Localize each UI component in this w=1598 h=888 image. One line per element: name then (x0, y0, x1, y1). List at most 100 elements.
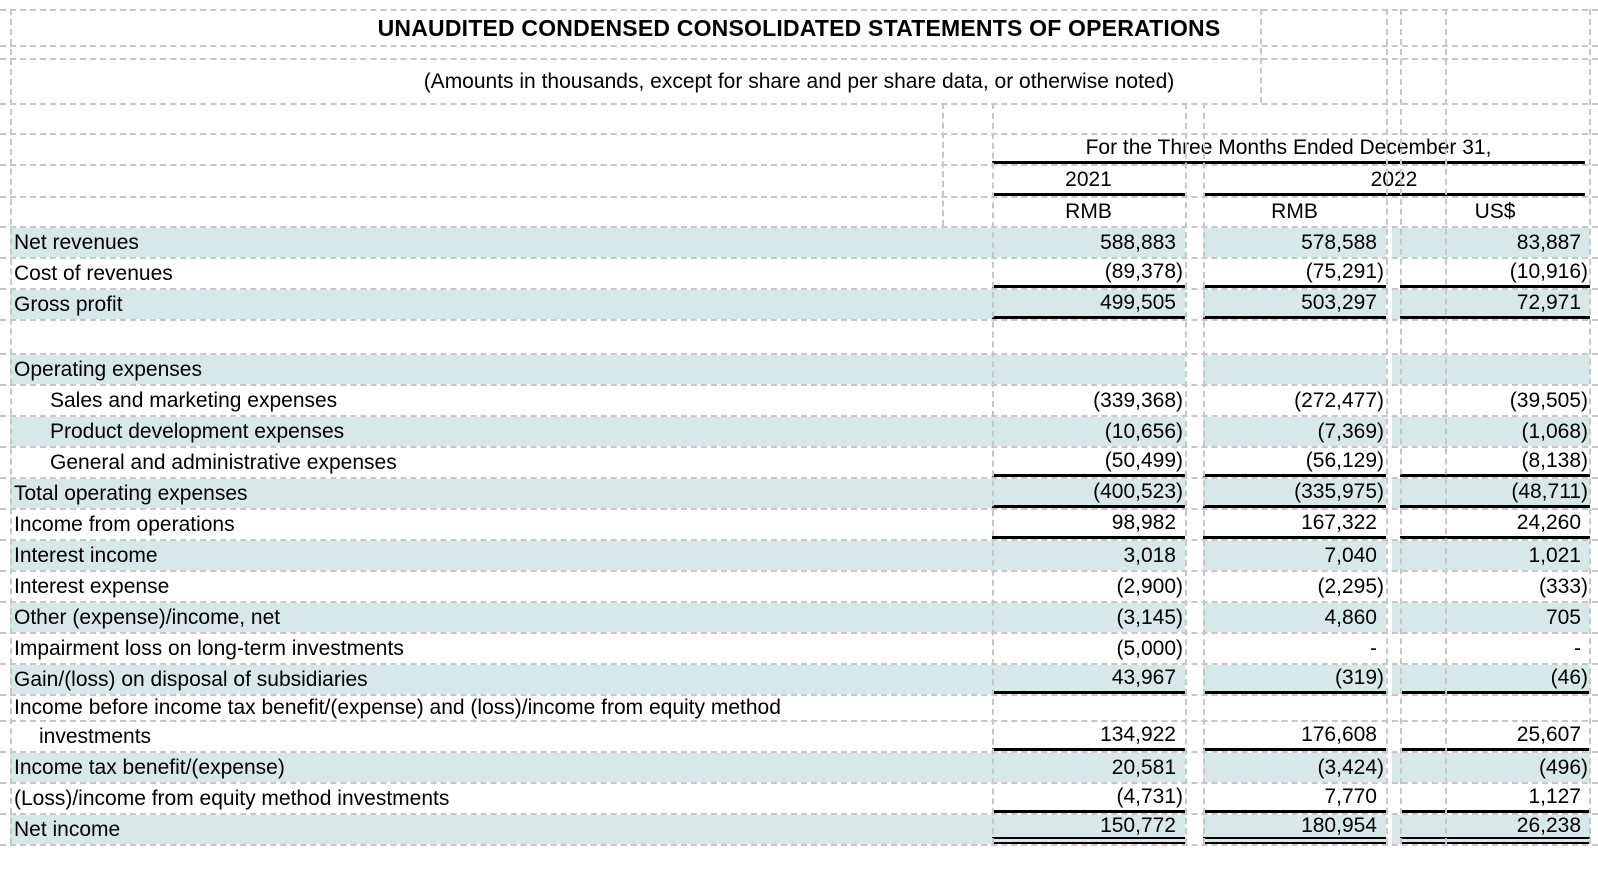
value-2022-rmb-cell[interactable]: 503,297 (1203, 290, 1386, 319)
value-2021-rmb-cell[interactable] (992, 355, 1185, 384)
value-2022-usd-cell[interactable]: 24,260 (1400, 510, 1590, 539)
row-label-cell[interactable]: Interest income (10, 541, 992, 570)
currency-2022-usd-header-cell[interactable]: US$ (1474, 200, 1516, 223)
value-2021-rmb-cell[interactable]: (5,000) (1116, 636, 1183, 660)
spacer-cell (1185, 321, 1203, 353)
spacer-cell (0, 355, 10, 384)
row-label-cell[interactable]: Operating expenses (10, 355, 992, 384)
value-2022-usd-cell[interactable] (1400, 321, 1590, 353)
value-2021-rmb-cell[interactable] (992, 696, 1185, 720)
value-2022-rmb-cell[interactable]: 176,608 (1203, 722, 1386, 751)
row-label-cell[interactable]: investments (39, 724, 152, 748)
value-2022-usd-cell[interactable]: (39,505) (1509, 388, 1588, 412)
value-2022-usd-cell[interactable]: 72,971 (1400, 290, 1590, 319)
row-label-cell[interactable]: Sales and marketing expenses (50, 388, 338, 412)
value-2021-rmb-cell[interactable]: (2,900) (1116, 574, 1183, 598)
value-2022-usd-cell[interactable]: (333) (1538, 574, 1588, 598)
row-label-cell[interactable]: Impairment loss on long-term investments (14, 636, 404, 660)
value-2021-rmb-cell[interactable]: (339,368) (1093, 388, 1183, 412)
value-2022-rmb-cell[interactable]: 4,860 (1203, 603, 1386, 632)
row-label-cell[interactable]: Interest expense (14, 574, 170, 598)
currency-2022-rmb-header-cell[interactable]: RMB (1271, 200, 1318, 223)
value-2022-rmb-cell[interactable]: (7,369) (1203, 417, 1386, 446)
spacer-cell (1590, 355, 1598, 384)
value-2022-rmb-cell[interactable] (1203, 321, 1386, 353)
row-label-cell[interactable]: (Loss)/income from equity method investm… (14, 786, 450, 810)
row-label-cell[interactable]: Net revenues (10, 228, 992, 257)
value-2022-usd-cell[interactable]: (8,138) (1400, 448, 1590, 477)
period-header-cell[interactable]: For the Three Months Ended December 31, (992, 135, 1585, 164)
value-2022-usd-cell[interactable] (1400, 355, 1590, 384)
spacer-cell (1392, 479, 1400, 508)
value-2021-rmb-cell[interactable]: (4,731) (992, 784, 1185, 813)
value-2022-usd-cell[interactable]: 26,238 (1400, 815, 1590, 844)
value-2022-rmb-cell[interactable] (1203, 355, 1386, 384)
value-2022-usd-cell[interactable]: (10,916) (1400, 259, 1590, 288)
value-2022-usd-cell[interactable]: 83,887 (1400, 228, 1590, 257)
value-2022-rmb-cell[interactable]: (3,424) (1203, 753, 1386, 782)
value-2021-rmb-cell[interactable]: (50,499) (992, 448, 1185, 477)
value-2022-usd-cell[interactable]: (46) (1400, 665, 1590, 694)
spacer-cell (1185, 479, 1203, 508)
spacer-cell (1590, 321, 1598, 353)
row-label-cell[interactable]: Net income (10, 815, 992, 844)
value-2021-rmb-cell[interactable]: 134,922 (992, 722, 1185, 751)
spacer-cell (1590, 228, 1598, 257)
value-2021-rmb-cell[interactable]: 20,581 (992, 753, 1185, 782)
row-label-cell[interactable]: General and administrative expenses (50, 450, 397, 474)
value-2022-rmb-cell[interactable]: (56,129) (1203, 448, 1386, 477)
row-label-cell[interactable]: Cost of revenues (14, 261, 173, 285)
row-label-cell[interactable]: Income from operations (14, 512, 235, 536)
value-2021-rmb-cell[interactable]: 588,883 (992, 228, 1185, 257)
row-label-cell[interactable]: Total operating expenses (10, 479, 992, 508)
year-2021-header-cell[interactable]: 2021 (992, 166, 1185, 196)
value-2021-rmb-cell[interactable]: 150,772 (992, 815, 1185, 844)
value-2021-rmb-cell[interactable]: (10,656) (992, 417, 1185, 446)
spacer-cell (1392, 815, 1400, 844)
row-label-cell[interactable]: Gain/(loss) on disposal of subsidiaries (10, 665, 992, 694)
value-2021-rmb-cell[interactable]: 3,018 (992, 541, 1185, 570)
row-label-cell[interactable]: Product development expenses (10, 417, 992, 446)
value-2022-usd-cell[interactable]: (48,711) (1400, 479, 1590, 508)
row-label-cell[interactable]: Other (expense)/income, net (10, 603, 992, 632)
value-2022-rmb-cell[interactable]: - (1370, 636, 1377, 660)
value-2022-rmb-cell[interactable]: (2,295) (1317, 574, 1384, 598)
value-2022-rmb-cell[interactable]: (75,291) (1203, 259, 1386, 288)
spacer-cell (1185, 541, 1203, 570)
value-2022-usd-cell[interactable]: 1,127 (1400, 784, 1590, 813)
spacer-cell (1185, 634, 1203, 663)
value-2022-rmb-cell[interactable]: 7,040 (1203, 541, 1386, 570)
value-2021-rmb-cell[interactable]: 98,982 (992, 510, 1185, 539)
row-label-cell[interactable]: Income tax benefit/(expense) (10, 753, 992, 782)
value-2022-rmb-cell[interactable]: 180,954 (1203, 815, 1386, 844)
value-2022-usd-cell[interactable]: 25,607 (1400, 722, 1590, 751)
value-2022-rmb-cell[interactable]: 167,322 (1203, 510, 1386, 539)
value-2021-rmb-cell[interactable]: (89,378) (992, 259, 1185, 288)
value-2022-usd-cell[interactable]: - (1574, 636, 1581, 660)
value-2022-rmb-cell[interactable]: 578,588 (1203, 228, 1386, 257)
value-2022-usd-cell[interactable]: 1,021 (1400, 541, 1590, 570)
value-2021-rmb-cell[interactable]: (400,523) (992, 479, 1185, 508)
year-2022-header-cell[interactable]: 2022 (1203, 166, 1585, 196)
row-label-cell[interactable]: Gross profit (10, 290, 992, 319)
statement-subtitle: (Amounts in thousands, except for share … (423, 69, 1175, 93)
value-2021-rmb-cell[interactable]: 499,505 (992, 290, 1185, 319)
value-2021-rmb-cell[interactable] (992, 321, 1185, 353)
value-2021-rmb-cell[interactable]: (3,145) (992, 603, 1185, 632)
value-2022-usd-cell[interactable]: 705 (1400, 603, 1590, 632)
value-2022-usd-cell[interactable]: (1,068) (1400, 417, 1590, 446)
value-2022-rmb-cell[interactable]: (319) (1203, 665, 1386, 694)
spacer-cell (1590, 603, 1598, 632)
row-label-cell[interactable] (10, 321, 992, 353)
value-2022-rmb-cell[interactable]: 7,770 (1203, 784, 1386, 813)
value-2022-rmb-cell[interactable]: (335,975) (1203, 479, 1386, 508)
top-margin-row (0, 0, 1598, 9)
table-row: Impairment loss on long-term investments… (0, 632, 1598, 663)
value-2022-rmb-cell[interactable]: (272,477) (1294, 388, 1384, 412)
value-2022-usd-cell[interactable] (1400, 696, 1590, 720)
row-label-cell[interactable]: Income before income tax benefit/(expens… (14, 696, 781, 719)
value-2022-usd-cell[interactable]: (496) (1400, 753, 1590, 782)
value-2022-rmb-cell[interactable] (1203, 696, 1386, 720)
value-2021-rmb-cell[interactable]: 43,967 (992, 665, 1185, 694)
currency-2021-rmb-header-cell[interactable]: RMB (1065, 200, 1112, 223)
